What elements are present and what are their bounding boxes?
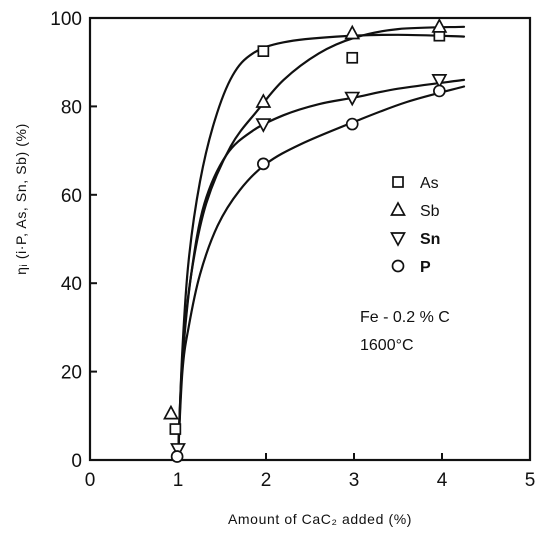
- data-point-sn: [170, 443, 186, 458]
- data-point-p: [345, 117, 359, 131]
- legend-label-as: As: [420, 175, 439, 192]
- series-line-p: [176, 85, 466, 462]
- note-line: 1600°C: [360, 337, 414, 354]
- legend-label-sb: Sb: [420, 203, 440, 220]
- legend-label-p: P: [420, 259, 431, 276]
- y-tick-label: 40: [61, 274, 82, 295]
- x-tick-label: 4: [437, 470, 448, 491]
- y-tick-label: 20: [61, 363, 82, 384]
- plot-area-border: [88, 16, 532, 462]
- legend-label-sn: Sn: [420, 231, 440, 248]
- series-line-sn: [176, 78, 466, 462]
- legend: As Sb Sn P: [390, 175, 440, 276]
- legend-marker-p: [391, 259, 405, 273]
- x-tick-label: 2: [261, 470, 272, 491]
- data-point-sb: [431, 18, 448, 33]
- data-point-sn: [344, 91, 361, 107]
- y-tick-label: 0: [71, 451, 82, 472]
- plot-frame: [88, 16, 532, 462]
- legend-marker-sn: [390, 232, 406, 247]
- y-tick-label: 80: [61, 97, 82, 118]
- x-tick-label: 3: [349, 470, 360, 491]
- data-point-sn: [255, 118, 272, 133]
- y-tick-label: 100: [50, 9, 82, 30]
- data-point-sb: [344, 24, 361, 40]
- note-line: Fe - 0.2 % C: [360, 309, 450, 326]
- data-point-p: [257, 157, 270, 171]
- legend-marker-as: [392, 176, 404, 188]
- x-tick-label: 5: [525, 470, 536, 491]
- data-point-p: [433, 84, 446, 98]
- x-tick-label: 0: [85, 470, 96, 491]
- y-axis-title: ηᵢ (i·P, As, Sn, Sb) (%): [13, 123, 29, 275]
- data-point-as: [169, 423, 182, 435]
- data-point-sb: [255, 93, 272, 108]
- x-tick-label: 1: [173, 470, 184, 491]
- composition-note: Fe - 0.2 % C 1600°C: [360, 309, 450, 354]
- data-point-p: [170, 450, 184, 463]
- y-tick-label: 60: [61, 186, 82, 207]
- data-point-sb: [163, 404, 179, 420]
- markers-layer: [163, 18, 448, 463]
- x-axis-title: Amount of CaC₂ added (%): [228, 511, 412, 527]
- data-point-as: [346, 51, 359, 64]
- data-point-as: [257, 45, 270, 58]
- legend-marker-sb: [390, 201, 406, 216]
- tick-layer: 0 1 2 3 4 5 0 20 40 60 80 100: [50, 9, 535, 491]
- data-point-sn: [431, 74, 448, 89]
